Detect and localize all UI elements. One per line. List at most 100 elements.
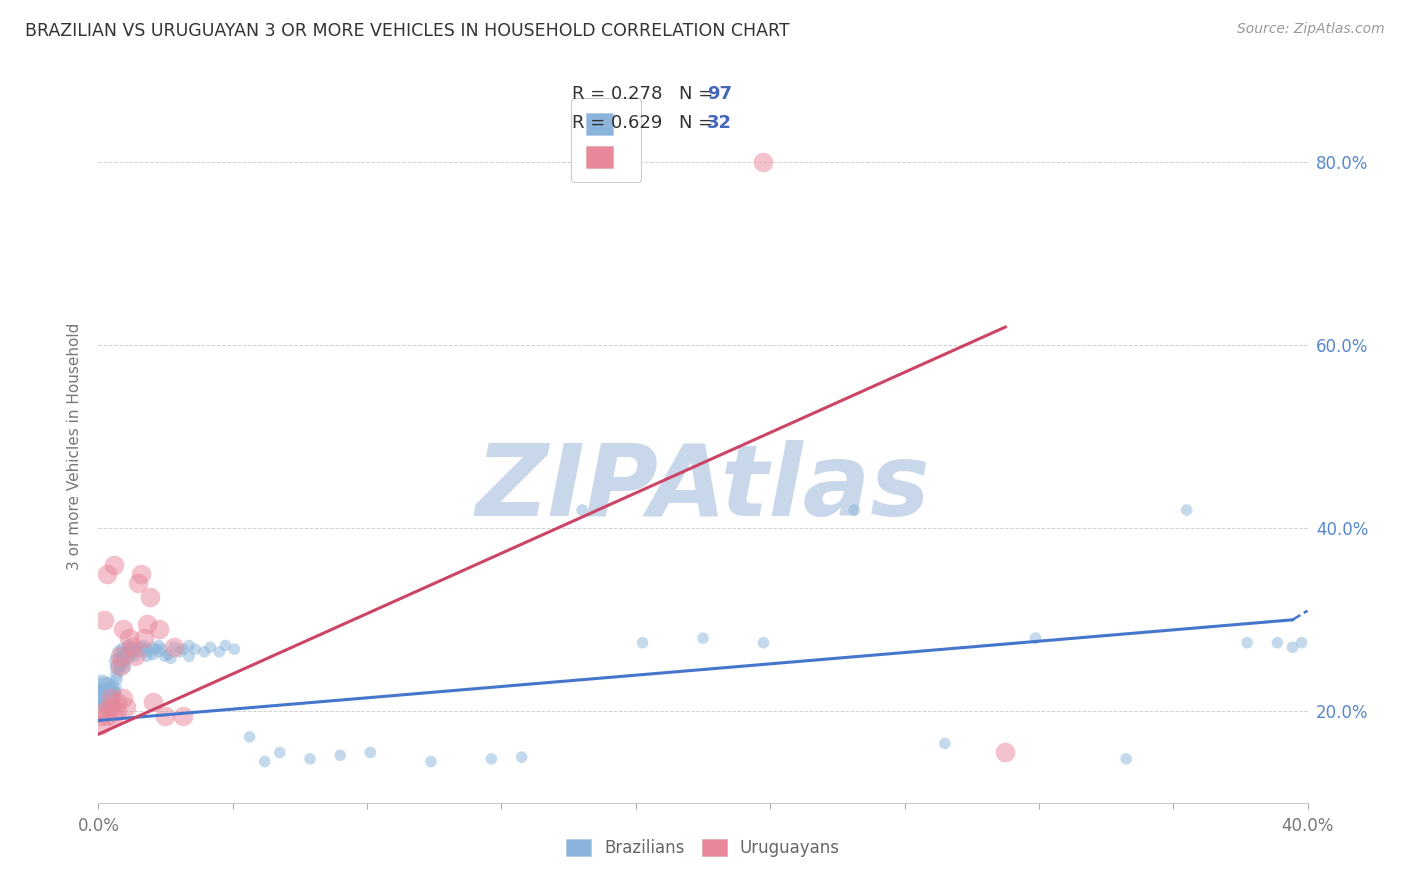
- Point: [96, 681, 118, 696]
- Point: [269, 746, 291, 760]
- Point: [481, 752, 503, 766]
- Point: [994, 746, 1017, 760]
- Point: [118, 631, 141, 645]
- Point: [631, 636, 654, 650]
- Point: [111, 622, 134, 636]
- Point: [692, 631, 714, 645]
- Point: [1236, 636, 1258, 650]
- Text: R = 0.278: R = 0.278: [572, 85, 662, 103]
- Point: [172, 709, 194, 723]
- Point: [121, 640, 143, 655]
- Point: [96, 567, 118, 582]
- Point: [100, 699, 122, 714]
- Point: [108, 658, 131, 673]
- Point: [108, 651, 131, 665]
- Point: [139, 645, 162, 659]
- Text: Source: ZipAtlas.com: Source: ZipAtlas.com: [1237, 22, 1385, 37]
- Point: [163, 640, 186, 655]
- Point: [752, 636, 775, 650]
- Point: [208, 645, 231, 659]
- Point: [93, 699, 115, 714]
- Text: N =: N =: [679, 114, 713, 132]
- Point: [100, 684, 122, 698]
- Point: [1024, 631, 1046, 645]
- Point: [103, 690, 125, 705]
- Point: [96, 686, 118, 700]
- Point: [96, 700, 118, 714]
- Point: [114, 660, 136, 674]
- Text: N =: N =: [679, 85, 713, 103]
- Point: [96, 690, 118, 705]
- Point: [90, 718, 112, 732]
- Point: [200, 640, 222, 655]
- Point: [103, 709, 125, 723]
- Point: [111, 690, 134, 705]
- Point: [127, 576, 149, 591]
- Point: [103, 699, 125, 714]
- Point: [179, 639, 201, 653]
- Point: [90, 709, 112, 723]
- Point: [1115, 752, 1137, 766]
- Point: [105, 660, 128, 674]
- Point: [142, 648, 165, 662]
- Point: [108, 649, 131, 664]
- Legend: Brazilians, Uruguayans: Brazilians, Uruguayans: [558, 831, 848, 866]
- Point: [90, 695, 112, 709]
- Point: [135, 649, 157, 664]
- Point: [129, 640, 152, 655]
- Point: [127, 645, 149, 659]
- Point: [105, 654, 128, 668]
- Point: [118, 651, 141, 665]
- Point: [114, 645, 136, 659]
- Point: [118, 639, 141, 653]
- Point: [253, 755, 276, 769]
- Point: [108, 658, 131, 673]
- Point: [844, 503, 866, 517]
- Point: [90, 681, 112, 696]
- Text: 32: 32: [707, 114, 733, 132]
- Text: R = 0.629: R = 0.629: [572, 114, 662, 132]
- Point: [329, 748, 352, 763]
- Point: [114, 699, 136, 714]
- Text: 97: 97: [707, 85, 733, 103]
- Point: [108, 645, 131, 659]
- Point: [100, 695, 122, 709]
- Point: [360, 746, 382, 760]
- Point: [121, 648, 143, 662]
- Point: [299, 752, 322, 766]
- Point: [135, 617, 157, 632]
- Point: [169, 645, 191, 659]
- Point: [118, 645, 141, 659]
- Point: [96, 697, 118, 711]
- Point: [121, 640, 143, 655]
- Point: [1267, 636, 1289, 650]
- Point: [571, 503, 593, 517]
- Point: [105, 667, 128, 681]
- Point: [156, 648, 179, 662]
- Point: [752, 155, 775, 169]
- Point: [184, 642, 207, 657]
- Point: [103, 686, 125, 700]
- Point: [100, 704, 122, 718]
- Point: [111, 649, 134, 664]
- Point: [934, 736, 956, 750]
- Point: [129, 567, 152, 582]
- Point: [145, 642, 167, 657]
- Point: [93, 690, 115, 705]
- Point: [96, 709, 118, 723]
- Point: [148, 639, 170, 653]
- Point: [105, 673, 128, 687]
- Point: [93, 686, 115, 700]
- Point: [96, 688, 118, 702]
- Point: [111, 657, 134, 671]
- Point: [93, 613, 115, 627]
- Point: [124, 642, 146, 657]
- Point: [90, 690, 112, 705]
- Point: [132, 631, 155, 645]
- Point: [420, 755, 443, 769]
- Point: [124, 649, 146, 664]
- Point: [139, 590, 162, 604]
- Point: [93, 695, 115, 709]
- Text: ZIPAtlas: ZIPAtlas: [475, 441, 931, 537]
- Point: [124, 649, 146, 664]
